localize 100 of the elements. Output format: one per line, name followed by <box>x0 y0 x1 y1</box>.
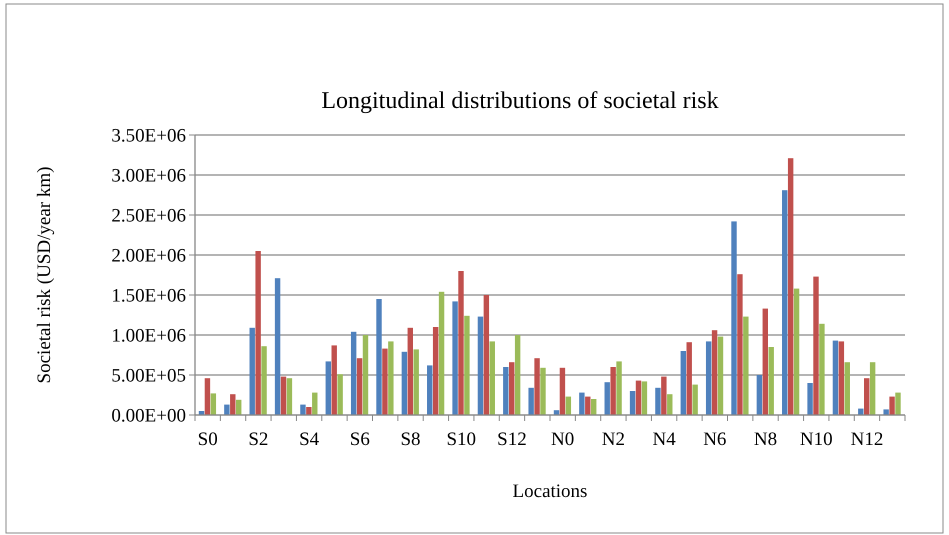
bar <box>661 376 667 415</box>
bar <box>642 381 648 415</box>
x-tick-label: S6 <box>350 429 370 450</box>
bar <box>280 376 286 415</box>
bar <box>636 380 642 415</box>
bar <box>432 327 438 415</box>
bar <box>376 299 382 415</box>
bar <box>794 288 800 415</box>
x-tick-label: S2 <box>248 429 268 450</box>
bar <box>731 221 737 415</box>
bar <box>788 158 794 415</box>
bar <box>864 378 870 415</box>
y-tick-label: 3.50E+06 <box>111 126 186 147</box>
bar <box>326 361 332 415</box>
bar <box>413 349 419 415</box>
x-tick-label: N8 <box>754 429 778 450</box>
bar <box>224 404 230 415</box>
x-tick-label: N6 <box>703 429 726 450</box>
x-tick-label: N0 <box>551 429 574 450</box>
bar <box>832 340 838 415</box>
bar <box>204 378 210 415</box>
x-tick-label: S10 <box>446 429 476 450</box>
y-tick-label: 1.50E+06 <box>111 286 186 307</box>
bar <box>590 399 596 415</box>
bar <box>306 407 312 415</box>
bar <box>782 190 788 415</box>
y-tick-label: 1.00E+06 <box>111 326 186 347</box>
bar <box>686 342 692 415</box>
bar <box>737 274 743 415</box>
bar <box>356 358 362 415</box>
bar <box>895 392 901 415</box>
bar <box>350 332 356 415</box>
bar <box>819 324 825 415</box>
bar <box>762 308 768 415</box>
bar <box>210 393 216 415</box>
bar <box>464 316 470 415</box>
bar <box>452 301 458 415</box>
bar <box>478 316 484 415</box>
bar <box>604 382 610 415</box>
bar <box>667 394 672 415</box>
bar <box>870 362 876 415</box>
bar <box>610 367 616 415</box>
bar <box>540 368 546 415</box>
bar <box>655 388 661 415</box>
bar <box>858 408 864 415</box>
bar <box>756 375 762 415</box>
bar <box>838 341 844 415</box>
bar <box>250 328 255 415</box>
bar <box>706 341 712 415</box>
x-tick-label: N10 <box>800 429 833 450</box>
bar <box>230 394 236 415</box>
bar <box>236 400 242 415</box>
chart-title: Longitudinal distributions of societal risk <box>321 88 719 114</box>
x-tick-label: N2 <box>602 429 626 450</box>
bar <box>255 251 261 415</box>
bar <box>585 396 590 415</box>
bar <box>388 341 394 415</box>
bar <box>712 330 718 415</box>
bar <box>807 383 813 415</box>
x-tick-label: S12 <box>497 429 527 450</box>
bar <box>484 295 490 415</box>
bar <box>337 374 343 415</box>
x-tick-label: S8 <box>400 429 421 450</box>
x-tick-label: N12 <box>850 429 884 450</box>
x-tick-label: S0 <box>198 429 218 450</box>
bar <box>362 335 368 415</box>
bar <box>514 335 520 415</box>
bar <box>566 396 572 415</box>
x-axis-title: Locations <box>512 481 588 502</box>
bar <box>692 384 698 415</box>
bar <box>458 271 464 415</box>
bar <box>889 396 895 415</box>
bar <box>300 404 306 415</box>
bar <box>718 336 724 415</box>
y-tick-label: 0.00E+00 <box>111 406 186 427</box>
bar <box>408 328 413 415</box>
x-tick-label: N4 <box>652 429 676 450</box>
x-tick-label: S4 <box>299 429 320 450</box>
y-tick-label: 2.50E+06 <box>111 206 186 227</box>
bar <box>382 348 388 415</box>
bar <box>332 345 337 415</box>
bar <box>402 352 408 415</box>
bar <box>883 409 889 415</box>
bar <box>560 368 566 415</box>
bar <box>503 367 509 415</box>
bar <box>528 388 534 415</box>
bar <box>616 361 622 415</box>
bar <box>680 351 686 415</box>
bar <box>261 346 267 415</box>
bar <box>312 392 318 415</box>
bar <box>844 362 850 415</box>
y-tick-label: 3.00E+06 <box>111 166 186 187</box>
bar <box>274 278 280 415</box>
bar <box>509 362 514 415</box>
y-axis-title: Societal risk (USD/year km) <box>34 166 55 384</box>
bar <box>438 292 444 415</box>
bar <box>579 392 585 415</box>
bar <box>768 347 774 415</box>
y-tick-label: 5.00E+05 <box>111 366 186 387</box>
bar <box>630 391 636 415</box>
